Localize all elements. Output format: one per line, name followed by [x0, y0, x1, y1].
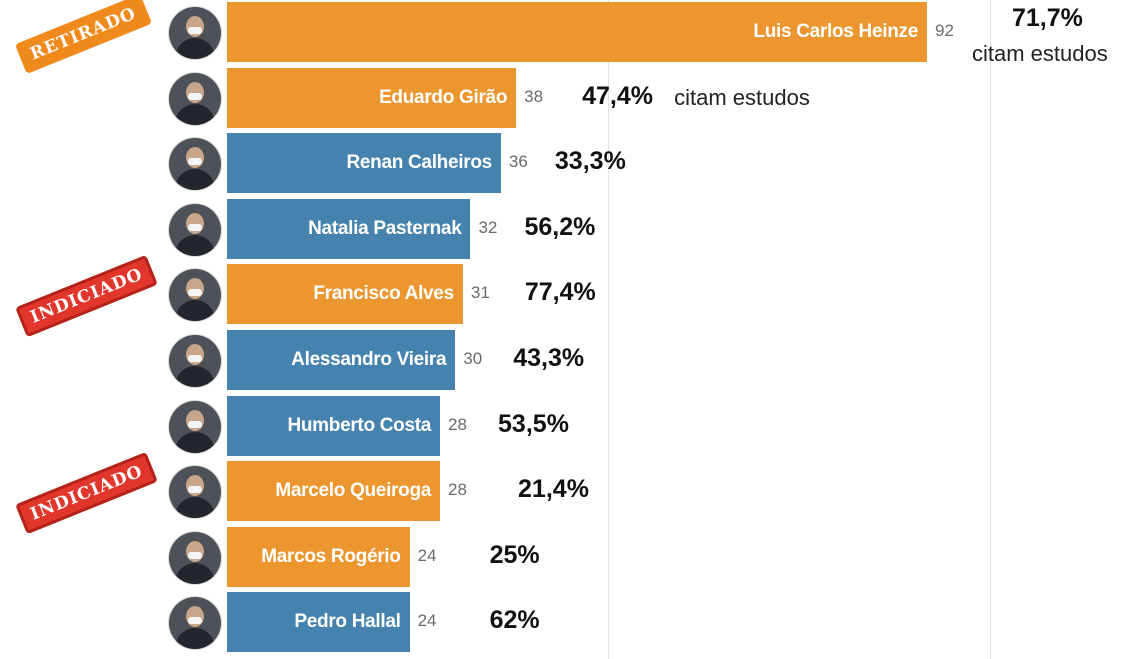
bar-row: Alessandro Vieira 30 43,3% [0, 330, 1121, 390]
bar-row: Renan Calheiros 36 33,3% [0, 133, 1121, 194]
bar: Humberto Costa [227, 395, 441, 456]
count-label: 24 [417, 611, 437, 631]
count-label: 31 [470, 283, 490, 303]
bar-row: Francisco Alves 31 77,4% [0, 264, 1121, 325]
percent-note: citam estudos [972, 41, 1108, 66]
bar: Natalia Pasternak [227, 198, 471, 259]
percent-label: 33,3% [554, 147, 626, 176]
percent-label: 21,4% [518, 475, 589, 504]
percent-note: citam estudos [674, 84, 810, 110]
count-label: 24 [417, 545, 437, 565]
bar-label: Pedro Hallal [294, 611, 401, 633]
bar-label: Marcelo Queiroga [275, 480, 432, 502]
bar-label: Francisco Alves [313, 283, 454, 305]
bar-label: Luis Carlos Heinze [753, 21, 918, 42]
count-label: 92 [935, 21, 954, 40]
percent-label: 71,7% [1012, 4, 1083, 32]
bar-row: Luis Carlos Heinze 92 71,7% citam estudos [0, 2, 1121, 66]
bar-label: Natalia Pasternak [308, 217, 462, 239]
bar: Alessandro Vieira [227, 330, 456, 390]
gridline [608, 0, 609, 659]
portrait-avatar [169, 400, 221, 453]
bar: Eduardo Girão [227, 67, 517, 128]
percent-label: 62% [489, 606, 540, 635]
portrait-avatar [169, 531, 221, 584]
count-label: 28 [448, 480, 467, 500]
bar: Marcelo Queiroga [227, 461, 441, 522]
bar-label: Eduardo Girão [379, 86, 508, 108]
percent-label: 47,4% [582, 81, 654, 110]
count-label: 38 [524, 86, 544, 106]
portrait-avatar [169, 138, 221, 191]
bar: Renan Calheiros [227, 133, 501, 194]
portrait-avatar [169, 466, 221, 519]
bar-row: Eduardo Girão 38 47,4% citam estudos [0, 67, 1121, 128]
percent-label: 56,2% [524, 212, 596, 241]
count-label: 28 [448, 414, 467, 434]
percent-label: 25% [489, 540, 540, 569]
bar-label: Humberto Costa [287, 414, 432, 436]
bar-row: Natalia Pasternak 32 56,2% [0, 198, 1121, 259]
bar-label: Renan Calheiros [346, 152, 492, 174]
percent-label: 77,4% [524, 278, 596, 307]
bar: Pedro Hallal [227, 592, 410, 653]
portrait-avatar [169, 597, 221, 650]
bar-row: Humberto Costa 28 53,5% [0, 395, 1121, 456]
portrait-avatar [169, 269, 221, 322]
portrait-avatar [169, 335, 221, 387]
gridline [990, 0, 991, 659]
portrait-avatar [169, 7, 221, 59]
bar-row: Pedro Hallal 24 62% [0, 592, 1121, 653]
bar-row: Marcos Rogério 24 25% [0, 526, 1121, 587]
bar: Luis Carlos Heinze [227, 2, 927, 62]
bar-label: Marcos Rogério [261, 545, 401, 567]
portrait-avatar [169, 203, 221, 256]
bar-row: Marcelo Queiroga 28 21,4% [0, 461, 1121, 522]
count-label: 32 [478, 217, 498, 237]
bar: Marcos Rogério [227, 526, 410, 587]
count-label: 36 [508, 152, 528, 172]
bar-label: Alessandro Vieira [291, 349, 447, 370]
percent-label: 53,5% [498, 409, 569, 438]
portrait-avatar [169, 72, 221, 125]
count-label: 30 [463, 349, 483, 368]
bar: Francisco Alves [227, 264, 463, 325]
percent-label: 43,3% [513, 344, 585, 372]
